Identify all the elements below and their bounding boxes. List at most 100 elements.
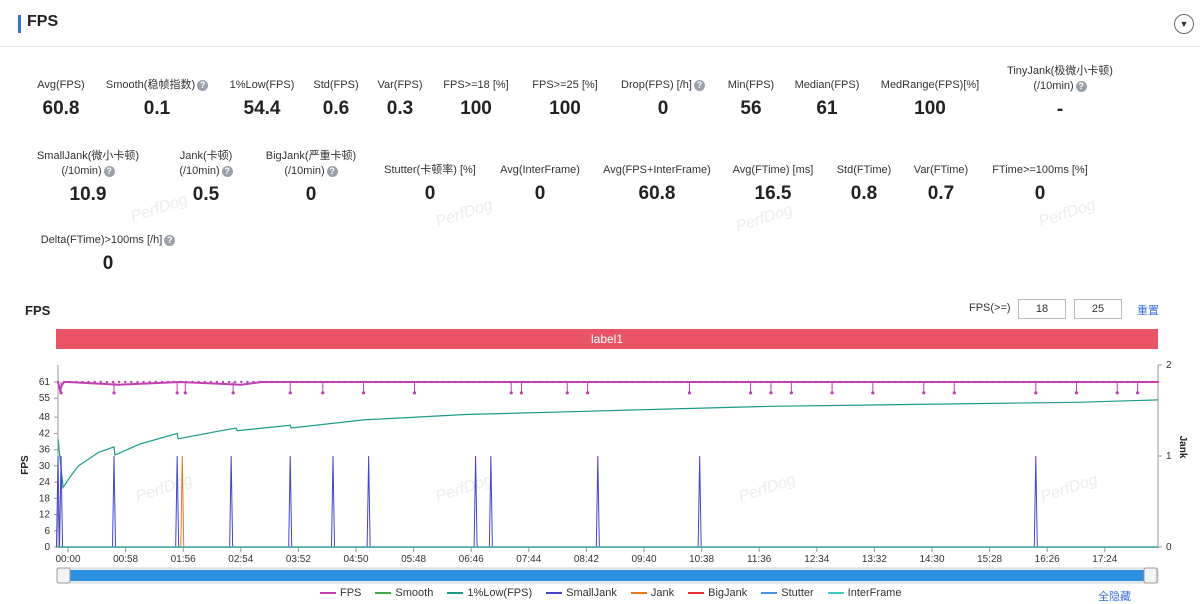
series-fps-point: [1022, 380, 1025, 384]
series-fps-point: [185, 380, 188, 384]
series-fps-point: [264, 380, 267, 384]
series-fps-dip-point: [1074, 391, 1079, 395]
series-fps-point: [1052, 380, 1056, 384]
series-fps-point: [637, 380, 640, 384]
label-bar[interactable]: label1: [56, 329, 1158, 349]
series-fps-point: [368, 380, 371, 384]
legend-swatch: [375, 592, 392, 595]
series-fps-point: [631, 380, 634, 384]
help-icon[interactable]: ?: [164, 235, 176, 246]
series-fps-dip-point: [288, 391, 292, 395]
legend-item-smalljank[interactable]: SmallJank: [546, 587, 617, 599]
series-fps-point: [142, 380, 145, 384]
series-fps-dip-point: [871, 391, 875, 395]
metric-jank: Jank(卡顿) (/10min)? 0.5: [136, 149, 276, 205]
series-fps-dip-point: [586, 391, 590, 395]
chart-legend: FPS Smooth 1%Low(FPS) SmallJank Jank BigJank S…: [320, 587, 915, 599]
legend-label: Smooth: [395, 587, 434, 599]
series-fps-point: [594, 380, 597, 384]
series-fps-point: [612, 380, 616, 384]
fps-threshold-low-input[interactable]: 18: [1018, 299, 1066, 319]
series-fps-point: [386, 380, 390, 384]
series-smalljank-spike: [229, 455, 234, 548]
metric-avg-interframe: Avg(InterFrame) 0: [470, 163, 610, 204]
x-tick-label: 10:38: [689, 554, 714, 565]
series-fps-point: [997, 380, 1001, 384]
chevron-down-icon[interactable]: ▼: [1174, 14, 1194, 34]
series-fps-point: [1046, 380, 1050, 384]
help-icon[interactable]: ?: [693, 80, 705, 91]
legend-item-fps[interactable]: FPS: [320, 587, 361, 599]
metric-min-fps: Min(FPS) 56: [681, 78, 821, 119]
metric-value: 100: [914, 98, 946, 119]
series-fps-dip-point: [59, 391, 63, 395]
metric-label-text: Avg(InterFrame): [500, 164, 580, 176]
series-fps-point: [521, 380, 524, 384]
help-icon[interactable]: ?: [1075, 81, 1087, 92]
series-fps-point: [796, 380, 799, 384]
fps-threshold-high-input[interactable]: 25: [1074, 299, 1122, 319]
metric-label-text: Delta(FTime)>100ms [/h]: [40, 234, 163, 246]
series-fps-point: [845, 380, 848, 384]
metric-unit-text: (/10min): [1033, 80, 1074, 92]
series-fps-point: [344, 380, 347, 384]
series-fps-point: [894, 380, 897, 384]
metric-value: 16.5: [754, 183, 792, 204]
help-icon[interactable]: ?: [326, 166, 338, 177]
series-fps-point: [808, 380, 811, 384]
legend-item-interframe[interactable]: InterFrame: [827, 587, 901, 599]
series-fps-point: [270, 380, 274, 384]
y-left-tick-label: 55: [39, 393, 51, 404]
series-fps-point: [1059, 380, 1062, 384]
series-fps-point: [240, 380, 243, 384]
series-fps-point: [209, 380, 212, 384]
metric-value: 0.1: [143, 98, 171, 119]
series-fps-point: [313, 380, 316, 384]
series-fps-point: [1107, 380, 1111, 384]
series-fps-point: [136, 380, 139, 384]
y-left-axis-label: FPS: [20, 455, 31, 475]
metric-label: FPS>=25 [%]: [495, 78, 635, 93]
help-icon[interactable]: ?: [103, 166, 115, 177]
series-fps-point: [124, 380, 127, 384]
section-title: FPS: [27, 13, 59, 30]
series-fps-point: [75, 380, 78, 384]
metric-label: 1%Low(FPS): [192, 78, 332, 93]
legend-item-stutter[interactable]: Stutter: [761, 587, 814, 599]
legend-item-1-low-fps[interactable]: 1%Low(FPS): [447, 587, 532, 599]
series-fps-point: [454, 380, 457, 384]
help-icon[interactable]: ?: [197, 80, 209, 91]
hide-all-button[interactable]: 全隐藏: [1098, 591, 1131, 603]
y-left-tick-label: 61: [39, 377, 51, 388]
series-fps-point: [154, 380, 157, 384]
metric-label-text: Std(FTime): [836, 164, 892, 176]
legend-item-smooth[interactable]: Smooth: [375, 587, 433, 599]
watermark: PerfDog: [133, 471, 195, 506]
legend-item-jank[interactable]: Jank: [630, 587, 674, 599]
metric-value: 100: [549, 98, 581, 119]
series-smalljank-spike: [175, 455, 180, 548]
metric-value: 10.9: [69, 184, 107, 205]
help-icon[interactable]: ?: [221, 166, 233, 177]
series-fps-point: [337, 380, 341, 384]
legend-label: 1%Low(FPS): [467, 587, 533, 599]
series-fps-point: [227, 380, 231, 384]
series-smalljank-spike: [366, 455, 371, 548]
series-fps-point: [777, 380, 781, 384]
watermark: PerfDog: [433, 471, 495, 506]
series-fps-point: [258, 380, 261, 384]
legend-item-bigjank[interactable]: BigJank: [688, 587, 747, 599]
reset-button[interactable]: 重置: [1137, 305, 1159, 317]
series-fps-point: [1010, 380, 1013, 384]
series-fps-point: [1132, 380, 1135, 384]
metric-label-text: Median(FPS): [794, 79, 860, 91]
metric-label-text: Avg(FTime) [ms]: [732, 164, 814, 176]
metric-label: Std(FTime): [794, 163, 934, 178]
series-fps-point: [301, 380, 304, 384]
series-fps-dip-point: [361, 391, 366, 395]
series-fps-point: [62, 380, 66, 384]
series-fps-point: [649, 380, 652, 384]
series-fps-dip-point: [565, 391, 569, 395]
series-smalljank-spike: [288, 455, 293, 548]
series-fps-point: [417, 380, 420, 384]
